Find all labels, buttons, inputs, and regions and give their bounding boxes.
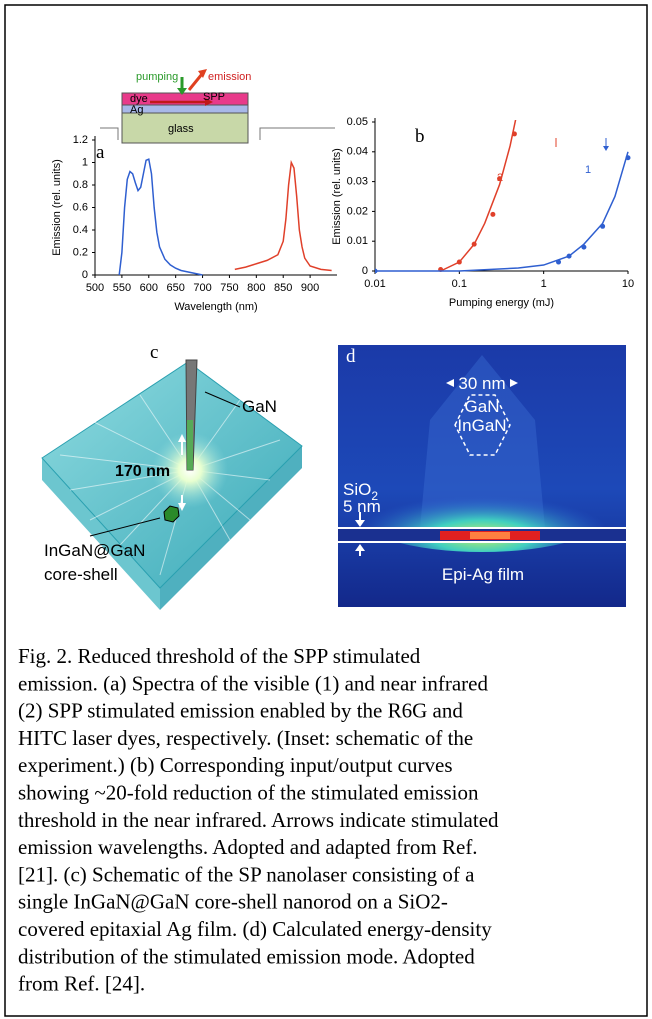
x-tick-label: 850 [274, 282, 292, 294]
label: Epi-Ag film [442, 565, 524, 584]
point [600, 223, 606, 229]
y-tick-label: 0.8 [73, 179, 88, 191]
y-tick-label: 0.05 [347, 116, 368, 128]
label: 30 nm [458, 374, 505, 393]
point [497, 176, 503, 182]
point [375, 268, 378, 273]
inset-label: Ag [130, 104, 143, 116]
point [556, 259, 562, 265]
line [118, 158, 203, 276]
caption-line: showing ~20-fold reduction of the stimul… [18, 781, 479, 805]
y-tick-label: 0 [362, 265, 368, 277]
x-tick-label: 600 [140, 282, 158, 294]
caption-line: (2) SPP stimulated emission enabled by t… [18, 699, 463, 723]
label: InGaN [457, 416, 506, 435]
panel-label: c [150, 342, 158, 363]
y-tick-label: 0.02 [347, 205, 368, 217]
y-axis-label: Emission (rel. units) [51, 159, 63, 256]
panel-label: a [96, 142, 105, 163]
panel-label: d [346, 346, 356, 367]
caption-line: threshold in the near infrared. Arrows i… [18, 808, 499, 832]
point [566, 253, 572, 259]
y-tick-label: 1.2 [73, 134, 88, 146]
x-tick-label: 900 [301, 282, 319, 294]
point [625, 155, 631, 161]
series-label: 1 [585, 164, 591, 176]
x-tick-label: 750 [220, 282, 238, 294]
caption-line: covered epitaxial Ag film. (d) Calculate… [18, 917, 492, 941]
point [471, 241, 477, 247]
frame [4, 4, 648, 1017]
label: SiO [343, 480, 371, 499]
line [234, 159, 332, 272]
point [456, 259, 462, 265]
y-tick-label: 0 [82, 269, 88, 281]
inset-label: emission [208, 71, 251, 83]
label: 170 nm [115, 463, 170, 480]
caption-line: emission. (a) Spectra of the visible (1)… [18, 671, 488, 695]
plot [118, 158, 332, 276]
y-tick-label: 0.4 [73, 224, 88, 236]
y-tick-label: 0.6 [73, 201, 88, 213]
label: 5 nm [343, 497, 381, 516]
x-tick-label: 10 [622, 278, 634, 290]
inset: pumping emission dye SPP Ag glass [100, 69, 335, 144]
y-tick-label: 0.03 [347, 176, 368, 188]
x-tick-label: 800 [247, 282, 265, 294]
label: core-shell [44, 565, 118, 584]
peak-arrows [555, 138, 609, 151]
x-tick-label: 700 [193, 282, 211, 294]
x-tick-label: 550 [113, 282, 131, 294]
label: GaN [242, 397, 277, 416]
x-axis-label: Wavelength (nm) [174, 301, 257, 313]
panel-c: c GaN 170 nm InGaN@GaN core-shell [41, 342, 303, 610]
panel-d: d 30 nm GaN InGaN SiO2 5 nm Epi-Ag film [338, 345, 626, 607]
point [581, 244, 587, 250]
y-axis-label: Emission (rel. units) [331, 148, 343, 245]
y-tick-label: 0.04 [347, 146, 368, 158]
label: SiO2 [343, 480, 378, 503]
y-tick-label: 1 [82, 156, 88, 168]
panel-label: b [415, 126, 425, 147]
plot [375, 120, 631, 273]
caption-line: experiment.) (b) Corresponding input/out… [18, 753, 453, 777]
caption-line: [21]. (c) Schematic of the SP nanolaser … [18, 862, 475, 886]
point [490, 211, 496, 217]
caption-line: single InGaN@GaN core-shell nanorod on a… [18, 890, 448, 914]
inset-label: pumping [136, 71, 178, 83]
x-tick-label: 650 [166, 282, 184, 294]
caption-line: distribution of the stimulated emission … [18, 944, 475, 968]
inset-label: dye [130, 93, 148, 105]
caption-line: emission wavelengths. Adopted and adapte… [18, 835, 478, 859]
inset-label: glass [168, 123, 194, 135]
point [511, 131, 517, 137]
x-axis-label: Pumping energy (mJ) [449, 297, 554, 309]
caption-line: HITC laser dyes, respectively. (Inset: s… [18, 726, 473, 750]
y-tick-label: 0.01 [347, 235, 368, 247]
x-tick-label: 500 [86, 282, 104, 294]
x-tick-label: 0.1 [452, 278, 467, 290]
caption-line: Fig. 2. Reduced threshold of the SPP sti… [18, 644, 421, 668]
inset-label: SPP [203, 91, 225, 103]
x-tick-label: 1 [541, 278, 547, 290]
line [440, 120, 517, 272]
label: 2 [371, 489, 378, 503]
x-tick-label: 0.01 [364, 278, 385, 290]
caption-line: from Ref. [24]. [18, 972, 145, 996]
series-label: 2 [497, 172, 503, 184]
y-tick-label: 0.2 [73, 246, 88, 258]
label: GaN [465, 397, 500, 416]
label: InGaN@GaN [44, 541, 145, 560]
